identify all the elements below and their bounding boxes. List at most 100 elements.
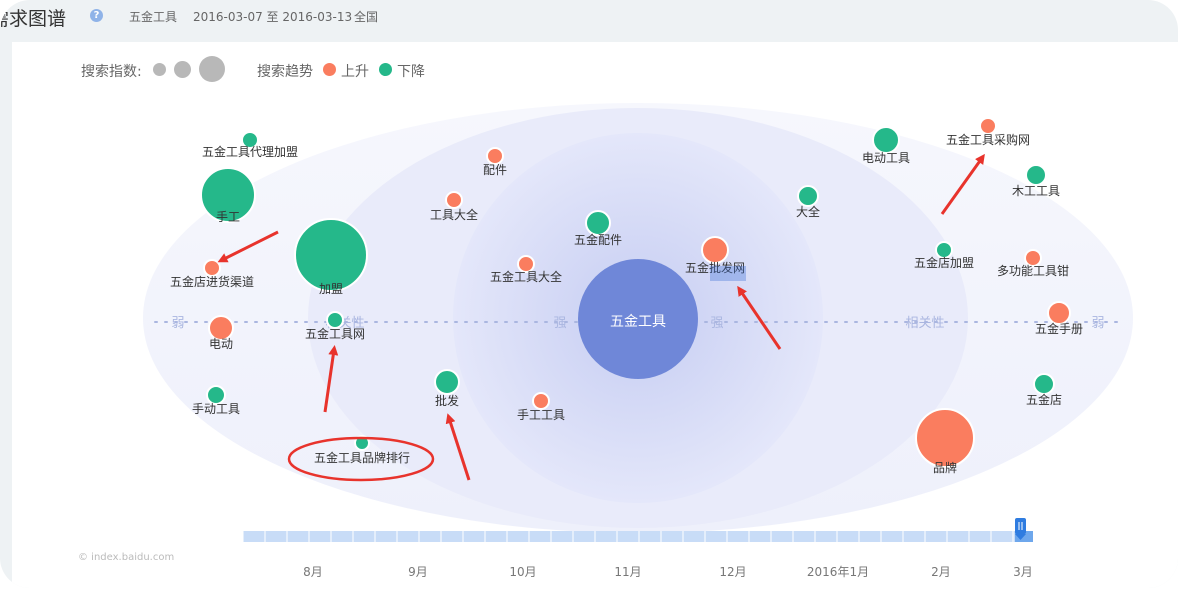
highlight-ellipse xyxy=(287,436,435,482)
bubble-up[interactable] xyxy=(915,408,975,468)
timeline-track[interactable] xyxy=(243,531,1033,542)
bubble-node[interactable]: 五金工具网 xyxy=(305,311,365,341)
bubble-node[interactable]: 配件 xyxy=(483,147,507,177)
bubble-node[interactable]: 电动 xyxy=(208,315,234,351)
bubble-label[interactable]: 电动工具 xyxy=(862,151,910,165)
bubble-label[interactable]: 木工工具 xyxy=(1012,184,1060,198)
bubble-up[interactable] xyxy=(208,315,234,341)
bubble-up[interactable] xyxy=(979,117,997,135)
bubble-label[interactable]: 五金工具网 xyxy=(305,326,365,341)
bubble-down[interactable] xyxy=(1033,373,1055,395)
bubble-label[interactable]: 手工工具 xyxy=(517,408,565,422)
bubble-down[interactable] xyxy=(797,185,819,207)
bubble-node[interactable]: 五金店加盟 xyxy=(914,241,974,270)
bubble-down[interactable] xyxy=(200,167,256,223)
bubble-label[interactable]: 品牌 xyxy=(933,461,957,475)
bubble-node[interactable]: 手工 xyxy=(200,167,256,224)
bubble-node[interactable]: 加盟 xyxy=(294,218,368,296)
bubble-node[interactable]: 木工工具 xyxy=(1012,164,1060,198)
bubble-down[interactable] xyxy=(935,241,953,259)
timeline-label[interactable]: 11月 xyxy=(614,565,641,579)
center-keyword-label[interactable]: 五金工具 xyxy=(610,314,666,330)
bubble-label[interactable]: 五金店加盟 xyxy=(914,255,974,270)
trend-legend-label: 搜索趋势 xyxy=(257,64,313,80)
bubble-label[interactable]: 五金手册 xyxy=(1035,321,1083,336)
bubble-up[interactable] xyxy=(1024,249,1042,267)
bubble-node[interactable]: 手工工具 xyxy=(517,392,565,422)
bubble-up[interactable] xyxy=(1047,301,1071,325)
down-dot-icon xyxy=(379,63,392,76)
index-dot-medium-icon xyxy=(174,61,191,78)
bubble-down[interactable] xyxy=(206,385,226,405)
bubble-node[interactable]: 五金工具品牌排行 xyxy=(314,435,410,465)
bubble-node[interactable]: 手动工具 xyxy=(192,385,240,416)
center-bubble[interactable] xyxy=(578,259,698,379)
timeline-label[interactable]: 12月 xyxy=(719,565,746,579)
bubble-node[interactable]: 多功能工具钳 xyxy=(997,249,1069,278)
bubble-up[interactable] xyxy=(486,147,504,165)
bubble-label[interactable]: 大全 xyxy=(796,204,820,219)
bubble-down[interactable] xyxy=(585,210,611,236)
bubble-down[interactable] xyxy=(354,435,370,451)
bubble-node[interactable]: 五金配件 xyxy=(574,210,622,247)
bubble-label[interactable]: 五金工具大全 xyxy=(490,269,562,284)
bubble-node[interactable]: 五金工具大全 xyxy=(490,255,562,284)
question-circle-icon[interactable]: ? xyxy=(90,9,103,22)
bubble-up[interactable] xyxy=(517,255,535,273)
bubble-node[interactable]: 工具大全 xyxy=(430,191,478,222)
bubble-up[interactable] xyxy=(532,392,550,410)
bubble-down[interactable] xyxy=(326,311,344,329)
timeline-label[interactable]: 8月 xyxy=(303,565,323,579)
bubble-node[interactable]: 五金工具采购网 xyxy=(946,117,1030,147)
watermark: © index.baidu.com xyxy=(78,552,175,563)
bubble-down[interactable] xyxy=(241,131,259,149)
bubble-down[interactable] xyxy=(1025,164,1047,186)
timeline: 8月 9月 10月 11月 12月 2016年1月 2月 3月 xyxy=(242,518,1033,579)
bubble-node[interactable]: 批发 xyxy=(434,369,460,408)
bubble-node[interactable]: 五金店 xyxy=(1026,373,1062,407)
slider-handle-icon[interactable] xyxy=(1015,518,1026,540)
timeline-label[interactable]: 3月 xyxy=(1013,565,1033,579)
timeline-label[interactable]: 2016年1月 xyxy=(807,565,869,579)
bubble-up[interactable] xyxy=(701,236,729,264)
bubble-node[interactable]: 五金批发网 xyxy=(685,236,745,275)
bubble-label[interactable]: 手动工具 xyxy=(192,402,240,416)
bubble-node[interactable]: 五金工具代理加盟 xyxy=(202,131,298,159)
timeline-label[interactable]: 10月 xyxy=(509,565,536,579)
bubble-down[interactable] xyxy=(294,218,368,292)
bubble-up[interactable] xyxy=(445,191,463,209)
bubble-node[interactable]: 五金手册 xyxy=(1035,301,1083,336)
bubble-node[interactable]: 五金店进货渠道 xyxy=(170,259,254,289)
arrow-to-pifa-wang xyxy=(737,285,782,350)
bubble-down[interactable] xyxy=(872,126,900,154)
bubble-label[interactable]: 工具大全 xyxy=(430,207,478,222)
bubble-label[interactable]: 五金店进货渠道 xyxy=(170,274,254,289)
arrow-to-pifa xyxy=(445,413,471,481)
index-dot-large-icon xyxy=(199,56,225,82)
bubble-label[interactable]: 五金店 xyxy=(1026,392,1062,407)
timeline-label[interactable]: 2月 xyxy=(931,565,951,579)
bubble-node[interactable]: 品牌 xyxy=(915,408,975,475)
bubble-label[interactable]: 多功能工具钳 xyxy=(997,264,1069,278)
bubble-label[interactable]: 配件 xyxy=(483,163,507,177)
arrow-to-caigou-wang xyxy=(940,153,985,215)
bubble-down[interactable] xyxy=(434,369,460,395)
axis-label-relevance-right: 相关性 xyxy=(905,316,944,331)
bubble-label[interactable]: 五金配件 xyxy=(574,232,622,247)
bubble-label[interactable]: 五金工具代理加盟 xyxy=(202,144,298,159)
bubble-label[interactable]: 手工 xyxy=(216,210,240,224)
bubble-label[interactable]: 五金工具采购网 xyxy=(946,132,1030,147)
bubble-label[interactable]: 批发 xyxy=(435,393,459,408)
bubble-label[interactable]: 加盟 xyxy=(319,282,343,296)
bubble-label[interactable]: 五金工具品牌排行 xyxy=(314,450,410,465)
bubble-up[interactable] xyxy=(203,259,221,277)
center-keyword-node[interactable]: 五金工具 xyxy=(578,259,698,379)
bubble-label[interactable]: 五金批发网 xyxy=(685,260,745,275)
annotations xyxy=(217,153,985,482)
bubble-label[interactable]: 电动 xyxy=(209,337,233,351)
bubble-node[interactable]: 大全 xyxy=(796,185,820,219)
timeline-label[interactable]: 9月 xyxy=(408,565,428,579)
up-dot-icon xyxy=(323,63,336,76)
bubble-node[interactable]: 电动工具 xyxy=(862,126,910,165)
